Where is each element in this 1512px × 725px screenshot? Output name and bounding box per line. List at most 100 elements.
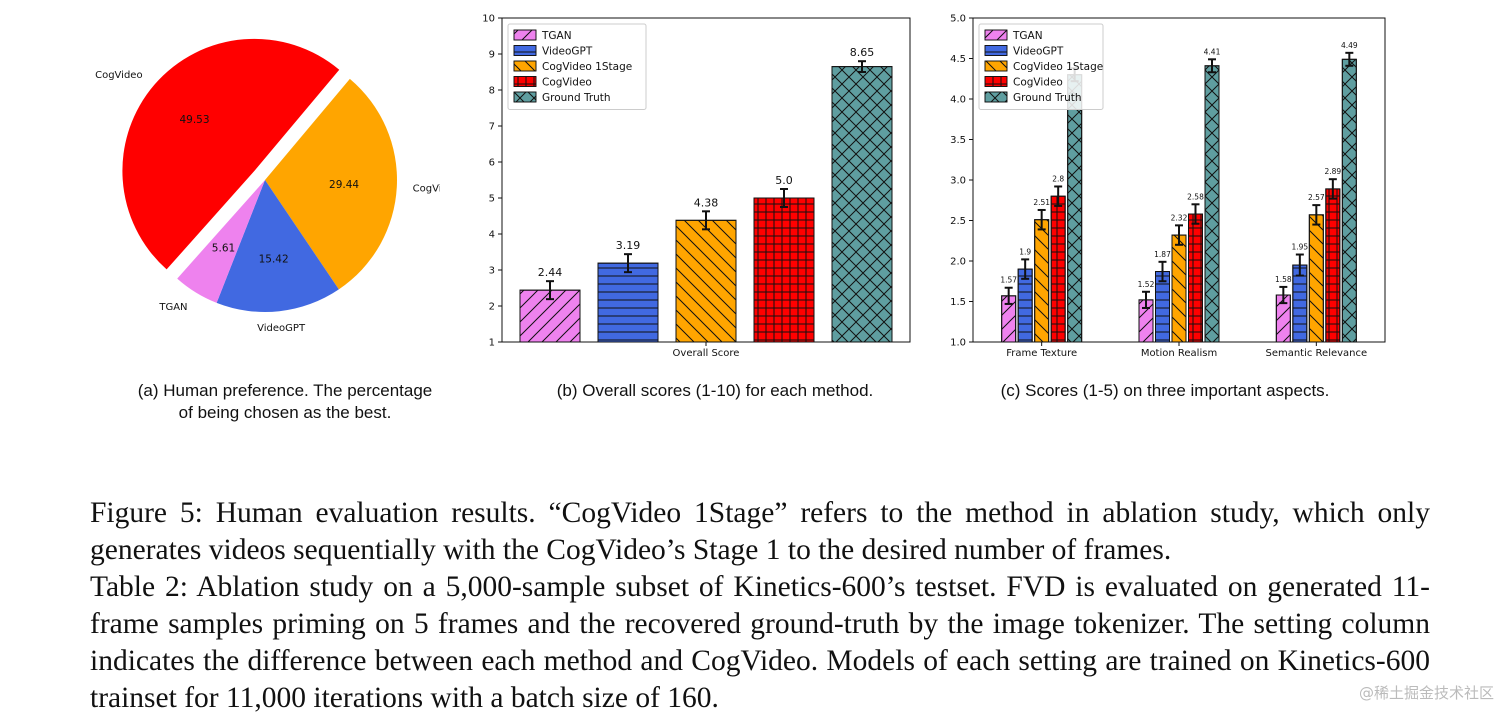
pie-chart-human-preference: 29.44 CogVideo 1Stage 15.42 VideoGPT 5.61 TGA… (95, 38, 440, 334)
legend-swatch-hatch (984, 45, 1008, 56)
bar-value-label: 2.44 (538, 266, 563, 279)
legend-swatch-hatch (513, 45, 537, 56)
bar-value-label: 2.32 (1171, 213, 1188, 222)
legend-label: CogVideo 1Stage (542, 61, 632, 73)
bar-value-label: 2.8 (1052, 174, 1064, 183)
bar-ground-truth-frame-texture-hatch (1067, 74, 1083, 343)
legend-label: VideoGPT (542, 46, 593, 58)
y-tick-label: 1.0 (950, 338, 966, 349)
bar-cogvideo-1stage-semantic-relevance-hatch (1308, 214, 1324, 343)
pie-category-label: TGAN (158, 302, 187, 313)
bar-value-label: 1.57 (1000, 276, 1017, 285)
pie-category-label: VideoGPT (257, 323, 306, 334)
bar-value-label: 5.0 (775, 174, 793, 187)
x-tick-label: Frame Texture (1006, 348, 1077, 359)
bar-value-label: 1.95 (1291, 243, 1308, 252)
bar-ground-truth-motion-realism-hatch (1204, 65, 1220, 343)
bar-cogvideo-1stage-motion-realism-hatch (1171, 234, 1187, 343)
y-tick-label: 4.5 (950, 54, 966, 65)
plot-frame (501, 17, 911, 343)
legend-swatch-hatch (513, 76, 537, 87)
bar-chart-aspect-scores: 1.0 1.5 2.0 2.5 3.0 3.5 4.0 4.5 5.0 1.57 1.9 2.51 2.… (950, 14, 1386, 359)
bar-value-label: 1.52 (1138, 280, 1155, 289)
pie-value-label: 49.53 (179, 114, 209, 126)
legend-box (978, 23, 1104, 110)
y-tick-label: 1 (489, 338, 495, 349)
y-tick-label: 5 (489, 194, 495, 205)
bar-cogvideo-overall-score-hatch (753, 197, 815, 343)
bar-value-label: 8.65 (850, 46, 875, 59)
y-tick-label: 3.0 (950, 176, 966, 187)
x-tick-label: Overall Score (673, 348, 740, 359)
bar-ground-truth-semantic-relevance-hatch (1341, 58, 1357, 343)
subcaption-a: (a) Human preference. The percentage of … (100, 380, 470, 424)
bar-chart-overall-scores: 1 2 3 4 5 6 7 8 9 10 2.44 3.19 4.38 5.0 8.65 Overall Sc… (482, 14, 911, 359)
legend-swatch-hatch (984, 60, 1008, 72)
bar-value-label: 2.58 (1187, 192, 1204, 201)
y-tick-label: 3.5 (950, 135, 966, 146)
legend-label: TGAN (1012, 30, 1043, 42)
pie-value-label: 29.44 (329, 179, 359, 191)
y-tick-label: 6 (489, 158, 495, 169)
legend-label: VideoGPT (1013, 46, 1064, 58)
pie-slice-videogpt (216, 180, 339, 312)
bar-value-label: 3.19 (616, 239, 641, 252)
y-tick-label: 4 (489, 230, 495, 241)
bar-cogvideo-1stage-frame-texture-hatch (1034, 219, 1050, 343)
subcaption-a-line-1: (a) Human preference. The percentage (137, 381, 433, 400)
plot-frame (972, 17, 1386, 343)
bar-videogpt-semantic-relevance-hatch (1292, 264, 1308, 343)
pie-category-label: CogVideo 1Stage (413, 184, 440, 195)
y-tick-label: 4.0 (950, 95, 966, 106)
y-tick-label: 2.0 (950, 257, 966, 268)
legend-label: CogVideo (542, 77, 592, 89)
x-tick-label: Motion Realism (1141, 348, 1217, 359)
legend-swatch-hatch (513, 29, 537, 41)
y-tick-label: 2.5 (950, 216, 966, 227)
bar-value-label: 4.49 (1341, 41, 1358, 50)
legend-label: CogVideo 1Stage (1013, 61, 1103, 73)
legend-label: TGAN (541, 30, 572, 42)
legend-label: CogVideo (1013, 77, 1063, 89)
legend-label: Ground Truth (1013, 92, 1082, 104)
y-tick-label: 2 (489, 302, 495, 313)
y-tick-label: 5.0 (950, 14, 966, 25)
pie-slice-cogvideo-1stage (265, 78, 397, 290)
legend-swatch-hatch (984, 76, 1008, 87)
bar-value-label: 1.87 (1154, 250, 1171, 259)
subcaption-c: (c) Scores (1-5) on three important aspe… (1000, 381, 1330, 400)
bar-value-label: 2.51 (1033, 198, 1050, 207)
y-tick-label: 1.5 (950, 297, 966, 308)
legend-swatch-hatch (513, 91, 537, 103)
subcaption-a-line-2: of being chosen as the best. (178, 403, 392, 422)
subcaption-b: (b) Overall scores (1-10) for each metho… (556, 381, 874, 400)
y-tick-label: 8 (489, 86, 495, 97)
y-tick-label: 10 (482, 14, 495, 25)
y-tick-label: 9 (489, 50, 495, 61)
pie-category-label: CogVideo (95, 70, 142, 81)
bar-value-label: 2.89 (1324, 167, 1341, 176)
legend-swatch-hatch (984, 29, 1008, 41)
bar-value-label: 4.38 (694, 196, 719, 209)
table-caption: Table 2: Ablation study on a 5,000-sampl… (90, 571, 1430, 714)
bar-videogpt-frame-texture-hatch (1017, 268, 1033, 343)
pie-slice-tgan (177, 180, 265, 303)
bar-cogvideo-motion-realism-hatch (1188, 213, 1203, 343)
legend-swatch-hatch (513, 60, 537, 72)
x-tick-label: Semantic Relevance (1265, 348, 1367, 359)
caption-text-block: Figure 5: Human evaluation results. “Cog… (90, 495, 1430, 717)
bar-cogvideo-frame-texture-hatch (1050, 195, 1066, 343)
bar-value-label: 1.58 (1275, 275, 1292, 284)
y-tick-label: 3 (489, 266, 495, 277)
pie-slice-cogvideo (122, 38, 340, 270)
bar-cogvideo-semantic-relevance-hatch (1325, 188, 1341, 343)
legend-box (507, 23, 647, 110)
pie-value-label: 5.61 (212, 242, 235, 254)
watermark: @稀土掘金技术社区 (1358, 684, 1494, 702)
bar-videogpt-overall-score-hatch (597, 262, 659, 343)
bar-value-label: 4.41 (1204, 47, 1221, 56)
bar-ground-truth-overall-score-hatch (831, 66, 893, 343)
pie-value-label: 15.42 (259, 254, 289, 266)
bar-value-label: 1.9 (1019, 247, 1031, 256)
figure-caption: Figure 5: Human evaluation results. “Cog… (90, 497, 1430, 566)
